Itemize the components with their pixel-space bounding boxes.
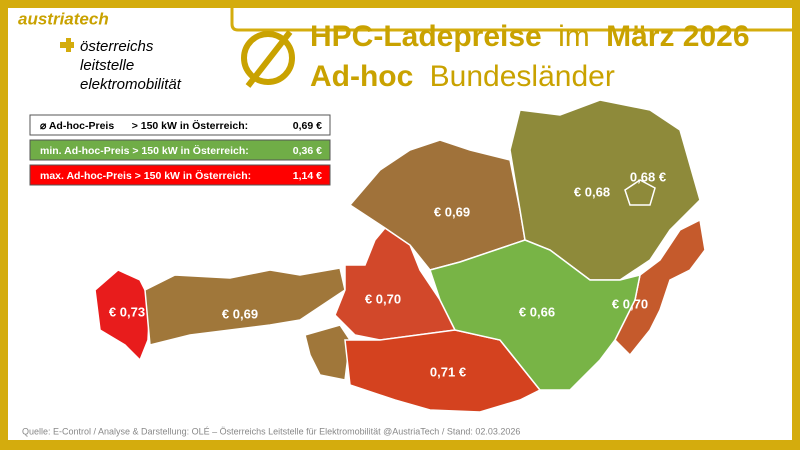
title-part: HPC-Ladepreise	[310, 20, 542, 53]
map: € 0,73 € 0,69 € 0,70 € 0,69 € 0,68 0,68 € € 0,…	[94, 99, 706, 413]
title-part: März 2026	[606, 20, 749, 53]
footer: Quelle: E-Control / Analyse & Darstellun…	[22, 426, 520, 436]
legend-value: 0,36 €	[293, 145, 322, 157]
region-price: € 0,68	[574, 184, 610, 199]
region	[304, 324, 351, 381]
region-price: € 0,73	[109, 304, 145, 319]
legend-value: 1,14 €	[293, 170, 322, 182]
region	[429, 239, 641, 391]
region	[94, 269, 151, 362]
region-price: 0,71 €	[430, 364, 466, 379]
logo-line: leitstelle	[80, 57, 134, 74]
legend-box	[29, 139, 331, 161]
title-part: im	[558, 20, 590, 53]
legend-box	[29, 164, 331, 186]
region-price: 0,68 €	[630, 169, 666, 184]
legend-label: max. Ad-hoc-Preis > 150 kW in Österreich…	[40, 169, 251, 182]
region	[344, 329, 542, 413]
region	[624, 179, 656, 206]
logo-line: elektromobilität	[80, 76, 182, 93]
legend: ⌀ Ad-hoc-Preis > 150 kW in Österreich: 0,…	[29, 114, 331, 186]
diameter-icon	[241, 30, 295, 88]
legend-label: min. Ad-hoc-Preis > 150 kW in Österreich…	[40, 144, 249, 157]
title-part: Ad-hoc	[310, 60, 413, 93]
region-price: € 0,69	[434, 204, 470, 219]
title-rule	[230, 8, 792, 32]
region-price: € 0,69	[222, 306, 258, 321]
brand: austriatech	[18, 9, 109, 28]
title-line-1: HPC-Ladepreise im März 2026	[310, 20, 750, 53]
logo-line: österreichs	[80, 38, 154, 55]
region-price: € 0,66	[519, 304, 555, 319]
logo-icon	[60, 38, 74, 52]
title-part: Bundesländer	[430, 60, 615, 93]
legend-box	[29, 114, 331, 136]
region-price: € 0,70	[612, 296, 648, 311]
legend-value: 0,69 €	[293, 120, 322, 132]
legend-label: ⌀ Ad-hoc-Preis > 150 kW in Österreich:	[40, 119, 248, 132]
title-line-2: Ad-hoc Bundesländer	[310, 60, 615, 93]
region	[144, 267, 346, 346]
region-price: € 0,70	[365, 291, 401, 306]
